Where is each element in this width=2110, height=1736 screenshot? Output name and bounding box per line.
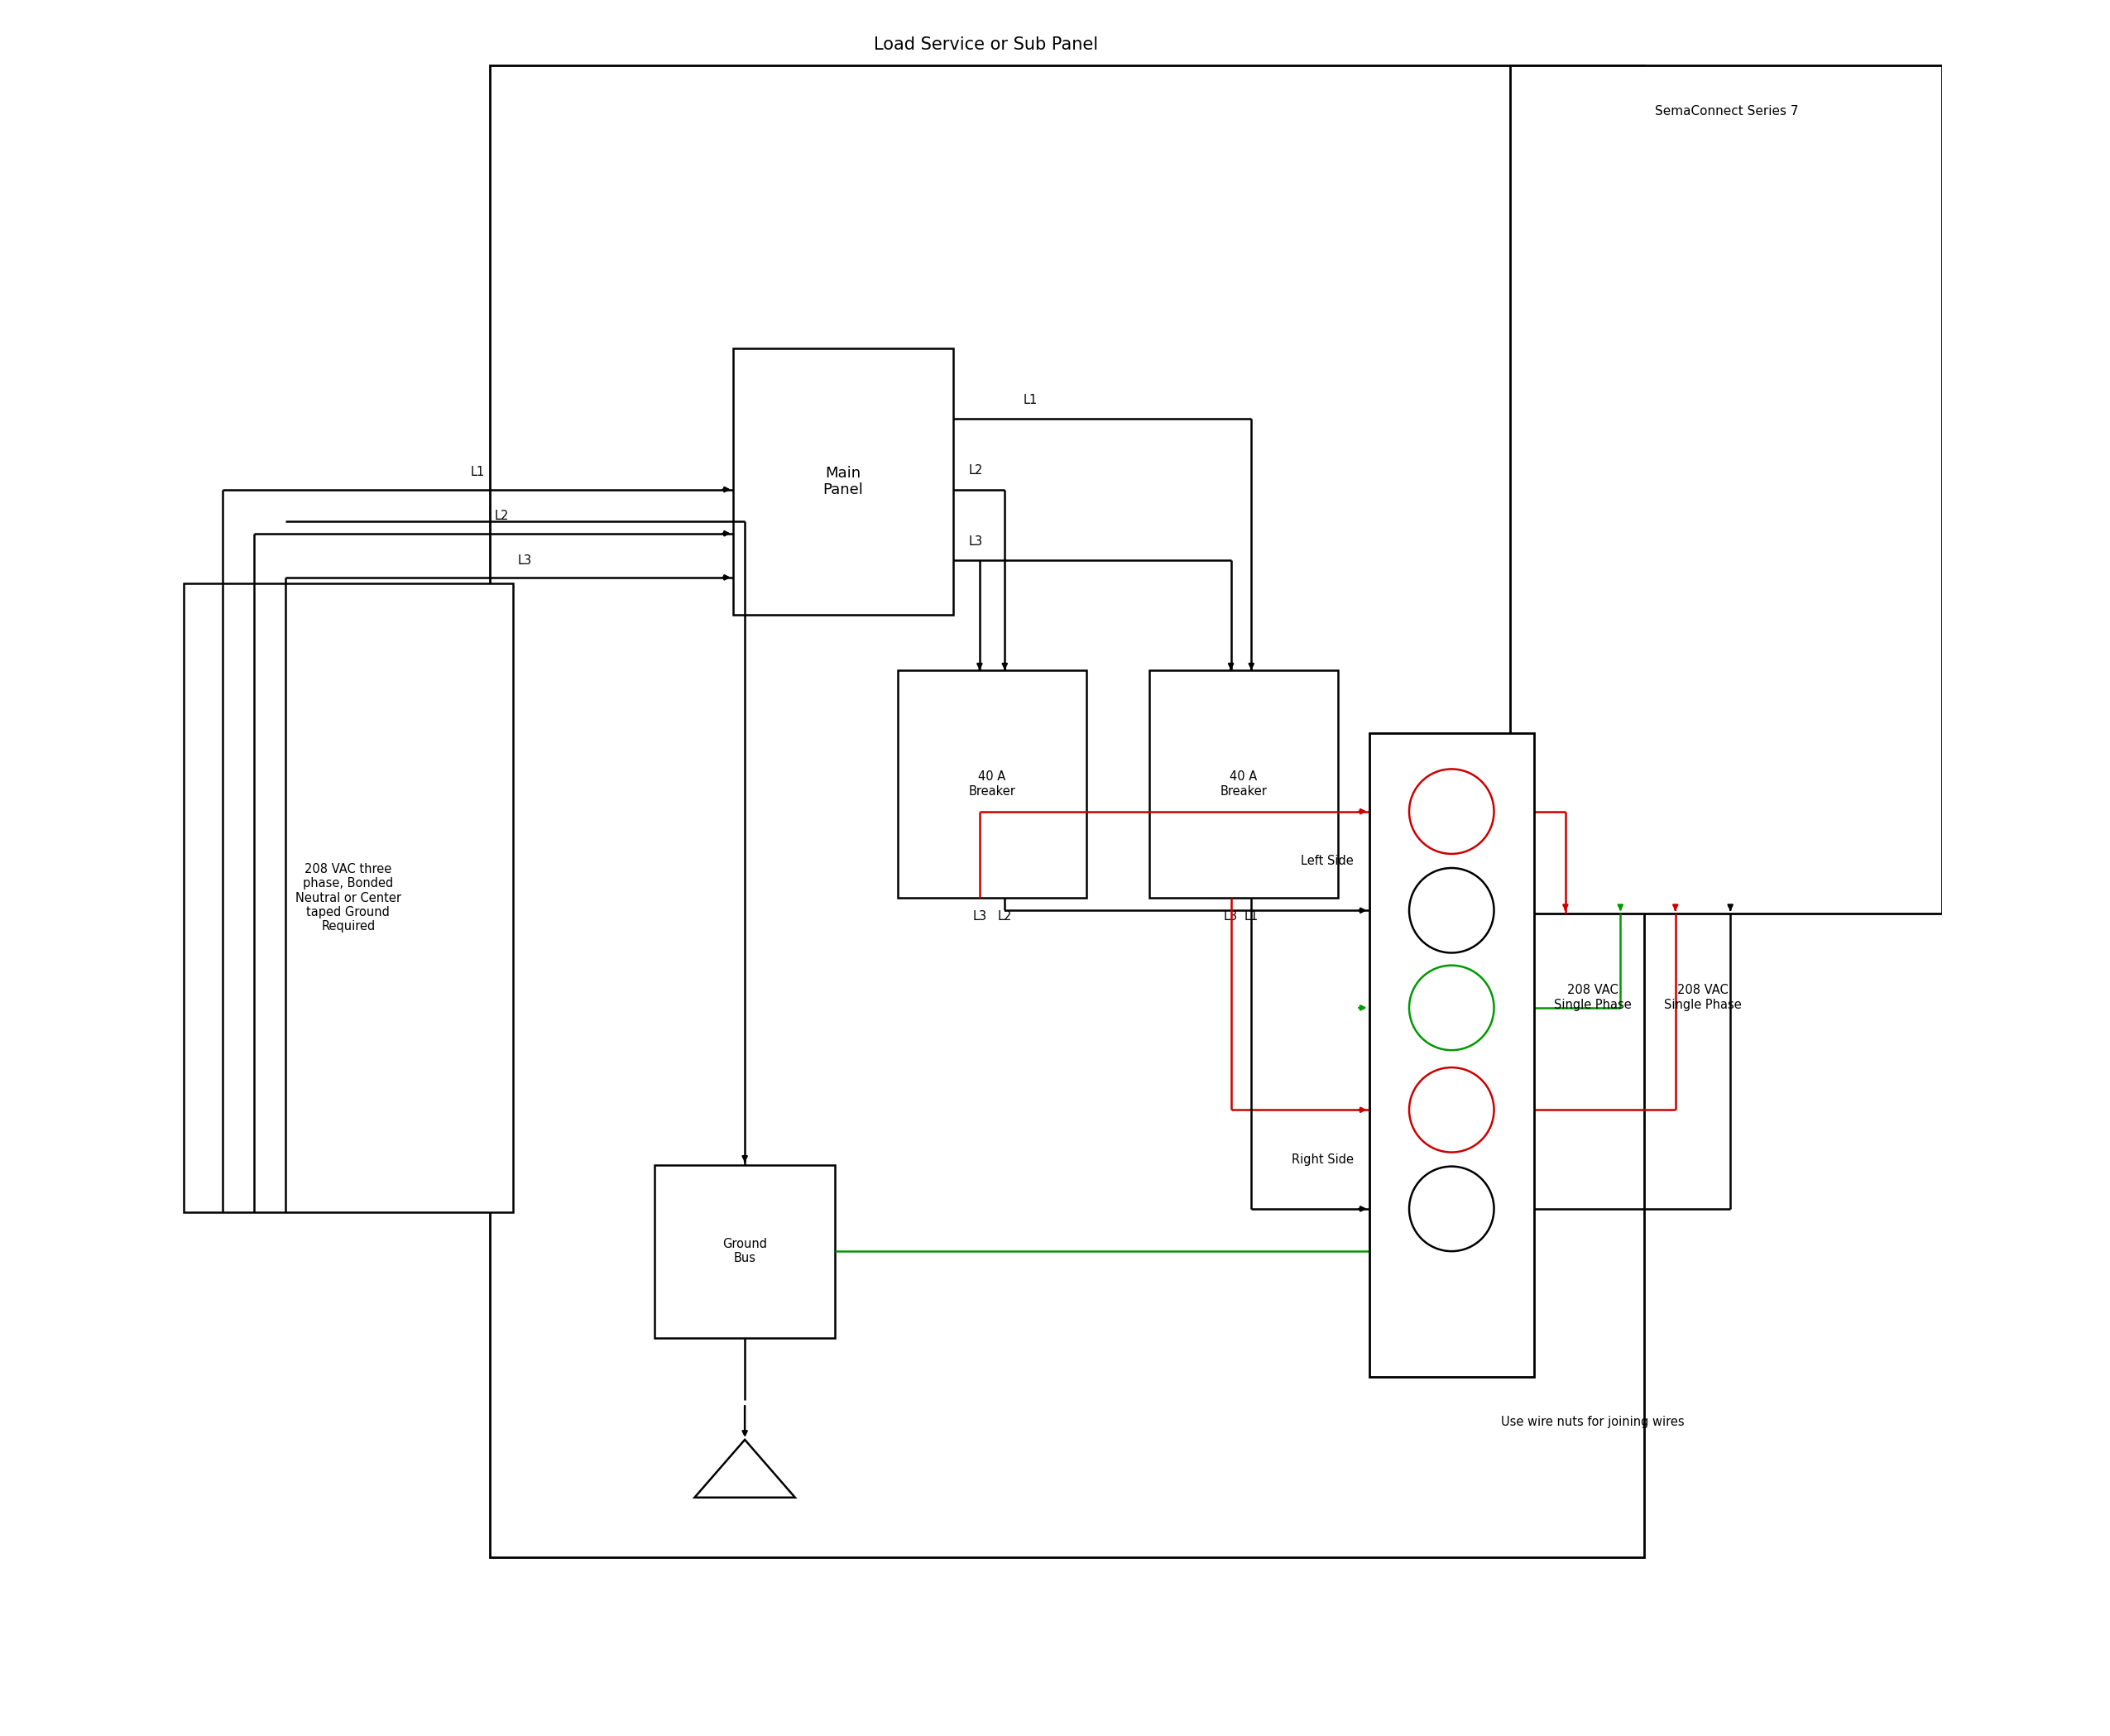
- Bar: [1369, 733, 1534, 1377]
- Bar: [654, 1165, 836, 1338]
- Text: L2: L2: [968, 465, 983, 477]
- Text: Main
Panel: Main Panel: [823, 465, 863, 498]
- Text: L1: L1: [471, 465, 485, 479]
- Text: Use wire nuts for joining wires: Use wire nuts for joining wires: [1500, 1417, 1684, 1429]
- Text: L2: L2: [494, 510, 509, 523]
- Text: 208 VAC
Single Phase: 208 VAC Single Phase: [1555, 984, 1631, 1010]
- Bar: [899, 670, 1087, 898]
- Text: L3: L3: [1224, 910, 1239, 924]
- Circle shape: [1409, 1167, 1494, 1252]
- Text: L1: L1: [1245, 910, 1258, 924]
- Bar: [184, 583, 513, 1212]
- Circle shape: [1409, 868, 1494, 953]
- Text: 40 A
Breaker: 40 A Breaker: [968, 771, 1015, 797]
- Text: 40 A
Breaker: 40 A Breaker: [1220, 771, 1266, 797]
- Text: Right Side: Right Side: [1291, 1153, 1353, 1165]
- Circle shape: [1409, 965, 1494, 1050]
- Text: Load Service or Sub Panel: Load Service or Sub Panel: [874, 36, 1097, 52]
- Text: L1: L1: [1023, 394, 1038, 406]
- Bar: [1150, 670, 1338, 898]
- Text: Left Side: Left Side: [1300, 854, 1353, 868]
- Circle shape: [1409, 769, 1494, 854]
- Text: 208 VAC
Single Phase: 208 VAC Single Phase: [1665, 984, 1741, 1010]
- Bar: [1511, 66, 1943, 913]
- Text: L3: L3: [517, 554, 532, 566]
- Text: L3: L3: [973, 910, 987, 924]
- Bar: [490, 66, 1644, 1557]
- Text: L3: L3: [968, 535, 983, 547]
- Circle shape: [1409, 1068, 1494, 1153]
- Text: Ground
Bus: Ground Bus: [722, 1238, 768, 1264]
- Bar: [732, 349, 954, 615]
- Text: L2: L2: [998, 910, 1013, 924]
- Text: 208 VAC three
phase, Bonded
Neutral or Center
taped Ground
Required: 208 VAC three phase, Bonded Neutral or C…: [295, 863, 401, 932]
- Text: SemaConnect Series 7: SemaConnect Series 7: [1654, 104, 1798, 116]
